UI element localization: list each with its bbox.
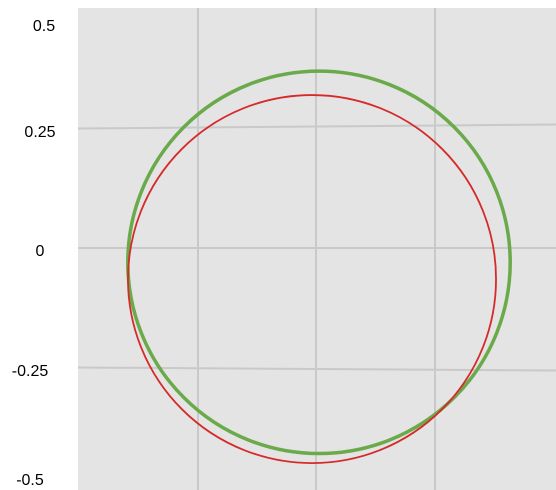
gridline-horizontal: [77, 123, 556, 130]
series-group: [126, 69, 512, 465]
series-circle-1: [126, 69, 512, 456]
y-tick-label: -0.5: [16, 472, 44, 489]
y-tick-label: 0: [36, 243, 45, 260]
series-circle-2: [127, 94, 497, 465]
y-axis-tick-labels: 0.5 0.25 0 -0.25 -0.5: [12, 18, 56, 489]
y-tick-label: 0.25: [24, 124, 55, 141]
y-tick-label: -0.25: [12, 363, 49, 380]
y-tick-label: 0.5: [33, 18, 55, 35]
